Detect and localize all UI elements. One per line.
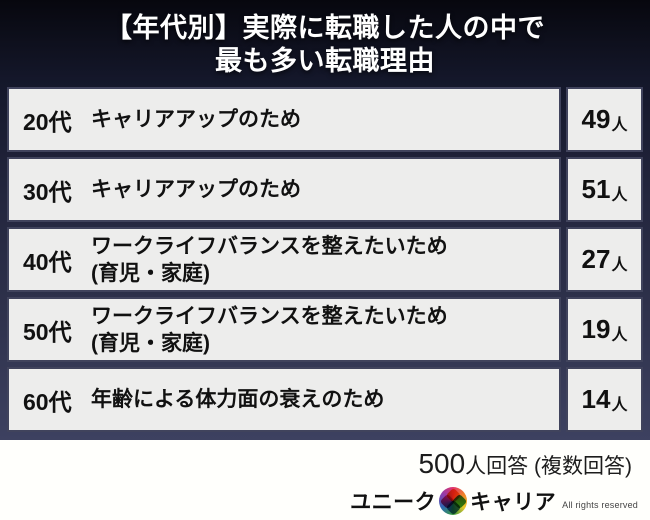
table-row: 40代 ワークライフバランスを整えたいため (育児・家庭) 27 人 (7, 227, 643, 292)
age-label: 50代 (23, 318, 72, 345)
rights-reserved-text: All rights reserved (562, 500, 638, 510)
count-unit: 人 (611, 116, 628, 134)
age-label: 20代 (23, 108, 72, 135)
page-title-line2: 最も多い転職理由 (215, 46, 435, 76)
reason-text: 年齢による体力面の衰えのため (91, 386, 384, 413)
table-row: 30代 キャリアアップのため 51 人 (7, 157, 643, 222)
count-value: 51 (581, 174, 611, 204)
count-unit: 人 (611, 396, 628, 414)
age-label: 40代 (23, 248, 72, 275)
page-title: 【年代別】実際に転職した人の中で 最も多い転職理由 (0, 12, 650, 78)
reason-line-1: キャリアアップのため (91, 108, 301, 131)
count-value: 14 (581, 384, 611, 414)
count-unit: 人 (611, 186, 628, 204)
reason-line-1: 年齢による体力面の衰えのため (91, 388, 385, 411)
count-unit: 人 (611, 326, 628, 344)
reason-cell: 20代 キャリアアップのため (7, 87, 561, 152)
reasons-table: 20代 キャリアアップのため 49 人 30代 キャリアアップのため 51 (7, 87, 643, 432)
unique-career-logo: ユニーク キャリア All rights reserved (350, 486, 638, 516)
respondents-label: 人回答 (複数回答) (465, 455, 632, 478)
logo-text-right: キャリア (470, 491, 557, 514)
logo-text-left: ユニーク (350, 491, 437, 514)
count-value: 19 (581, 314, 611, 344)
reason-text: ワークライフバランスを整えたいため (育児・家庭) (91, 303, 448, 357)
table-row: 50代 ワークライフバランスを整えたいため (育児・家庭) 19 人 (7, 297, 643, 362)
page-title-line1: 【年代別】実際に転職した人の中で (105, 13, 545, 43)
reason-cell: 60代 年齢による体力面の衰えのため (7, 367, 561, 432)
reason-cell: 30代 キャリアアップのため (7, 157, 561, 222)
count-value: 27 (581, 244, 611, 274)
reason-cell: 50代 ワークライフバランスを整えたいため (育児・家庭) (7, 297, 561, 362)
age-label: 60代 (23, 388, 72, 415)
respondents-number: 500 (418, 448, 466, 479)
count-value: 49 (581, 104, 611, 134)
reason-cell: 40代 ワークライフバランスを整えたいため (育児・家庭) (7, 227, 561, 292)
reason-text: キャリアアップのため (91, 106, 301, 133)
age-label: 30代 (23, 178, 72, 205)
count-cell: 51 人 (566, 157, 643, 222)
count-cell: 49 人 (566, 87, 643, 152)
count-cell: 27 人 (566, 227, 643, 292)
table-row: 60代 年齢による体力面の衰えのため 14 人 (7, 367, 643, 432)
reason-line-1: キャリアアップのため (91, 178, 301, 201)
reason-line-1: ワークライフバランスを整えたいため (91, 234, 448, 258)
count-unit: 人 (611, 256, 628, 274)
reason-line-2: (育児・家庭) (91, 261, 210, 285)
count-cell: 19 人 (566, 297, 643, 362)
reason-text: ワークライフバランスを整えたいため (育児・家庭) (91, 233, 448, 287)
unique-career-logo-icon (439, 487, 468, 515)
table-row: 20代 キャリアアップのため 49 人 (7, 87, 643, 152)
count-cell: 14 人 (566, 367, 643, 432)
reason-text: キャリアアップのため (91, 176, 301, 203)
respondents-note: 500人回答 (複数回答) (418, 448, 632, 480)
reason-line-1: ワークライフバランスを整えたいため (91, 304, 448, 328)
reason-line-2: (育児・家庭) (91, 331, 210, 355)
